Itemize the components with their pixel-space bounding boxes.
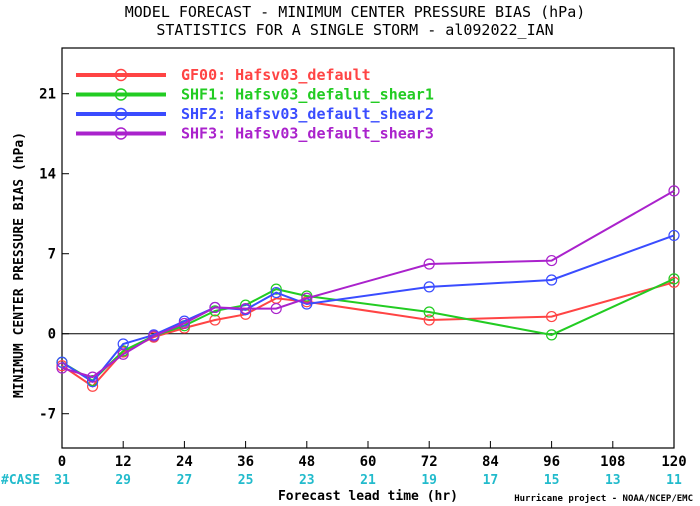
data-point bbox=[117, 348, 129, 360]
data-point bbox=[270, 286, 282, 299]
data-point bbox=[545, 254, 558, 267]
data-point bbox=[148, 330, 160, 342]
case-count: 15 bbox=[544, 473, 560, 488]
case-count: 23 bbox=[299, 473, 315, 488]
data-point bbox=[423, 281, 435, 293]
data-point bbox=[209, 314, 221, 326]
series-2 bbox=[56, 273, 680, 387]
legend-entry: SHF1: Hafsv03_defalut_shear1 bbox=[181, 86, 434, 104]
data-point bbox=[423, 314, 435, 326]
data-point bbox=[301, 292, 313, 304]
legend-swatch-marker bbox=[114, 107, 128, 121]
x-tick-label: 0 bbox=[58, 454, 66, 470]
data-point bbox=[668, 273, 680, 285]
data-point bbox=[545, 274, 558, 286]
x-tick-label: 72 bbox=[421, 454, 438, 470]
case-count: 29 bbox=[115, 473, 131, 488]
x-tick-label: 12 bbox=[115, 454, 132, 470]
data-point bbox=[56, 356, 68, 368]
case-counts: #CASE 31 29 27 25 23 21 19 17 15 13 11 bbox=[1, 473, 682, 488]
series-line bbox=[61, 190, 675, 379]
case-count: 21 bbox=[360, 473, 376, 488]
legend: GF00: Hafsv03_default SHF1: Hafsv03_defal… bbox=[76, 66, 434, 143]
data-point bbox=[423, 306, 435, 318]
x-tick-label: 60 bbox=[360, 454, 377, 470]
legend-entry: GF00: Hafsv03_default bbox=[181, 66, 371, 84]
y-axis-ticks: -7 0 7 14 21 bbox=[39, 87, 69, 423]
x-axis-label: Forecast lead time (hr) bbox=[278, 489, 458, 504]
x-axis-ticks: 0 12 24 36 48 60 72 84 96 108 120 bbox=[58, 441, 687, 470]
x-tick-label: 84 bbox=[482, 454, 499, 470]
y-tick-label: 14 bbox=[39, 167, 56, 183]
x-tick-label: 24 bbox=[176, 454, 193, 470]
case-count: 25 bbox=[238, 473, 254, 488]
case-label: #CASE bbox=[1, 473, 40, 488]
x-tick-label: 108 bbox=[600, 454, 625, 470]
legend-entry: SHF2: Hafsv03_default_shear2 bbox=[181, 105, 434, 123]
credit-note: Hurricane project - NOAA/NCEP/EMC bbox=[514, 493, 693, 504]
case-count: 17 bbox=[483, 473, 499, 488]
series-layer bbox=[56, 185, 680, 392]
data-point bbox=[423, 258, 435, 270]
y-tick-label: -7 bbox=[39, 407, 56, 423]
data-point bbox=[86, 371, 99, 383]
data-point bbox=[209, 301, 221, 314]
case-count: 27 bbox=[177, 473, 193, 488]
data-point bbox=[240, 302, 252, 315]
legend-swatch-marker bbox=[114, 68, 128, 82]
x-tick-label: 96 bbox=[543, 454, 560, 470]
legend-swatch-marker bbox=[114, 127, 128, 140]
legend-entry: SHF3: Hafsv03_default_shear3 bbox=[181, 125, 434, 143]
y-tick-label: 7 bbox=[48, 247, 56, 263]
case-count: 11 bbox=[666, 473, 682, 488]
data-point bbox=[270, 302, 282, 315]
y-tick-label: 0 bbox=[48, 327, 56, 343]
case-count: 13 bbox=[605, 473, 621, 488]
data-point bbox=[178, 317, 190, 330]
data-point bbox=[668, 185, 680, 197]
x-tick-label: 48 bbox=[298, 454, 315, 470]
chart-subtitle: STATISTICS FOR A SINGLE STORM - al092022… bbox=[156, 21, 553, 39]
series-1 bbox=[56, 276, 680, 392]
y-axis-label: MINIMUM CENTER PRESSURE BIAS (hPa) bbox=[12, 132, 27, 398]
x-tick-label: 120 bbox=[661, 454, 686, 470]
x-tick-label: 36 bbox=[237, 454, 254, 470]
legend-swatch-marker bbox=[114, 88, 128, 101]
y-tick-label: 21 bbox=[39, 87, 56, 103]
chart-title: MODEL FORECAST - MINIMUM CENTER PRESSURE… bbox=[125, 3, 586, 21]
data-point bbox=[56, 362, 68, 374]
series-3 bbox=[56, 229, 680, 388]
data-point bbox=[270, 283, 282, 295]
case-count: 19 bbox=[421, 473, 437, 488]
data-point bbox=[545, 310, 558, 323]
data-point bbox=[668, 229, 680, 242]
data-point bbox=[545, 329, 558, 341]
series-4 bbox=[56, 185, 680, 383]
case-count: 31 bbox=[54, 473, 70, 488]
